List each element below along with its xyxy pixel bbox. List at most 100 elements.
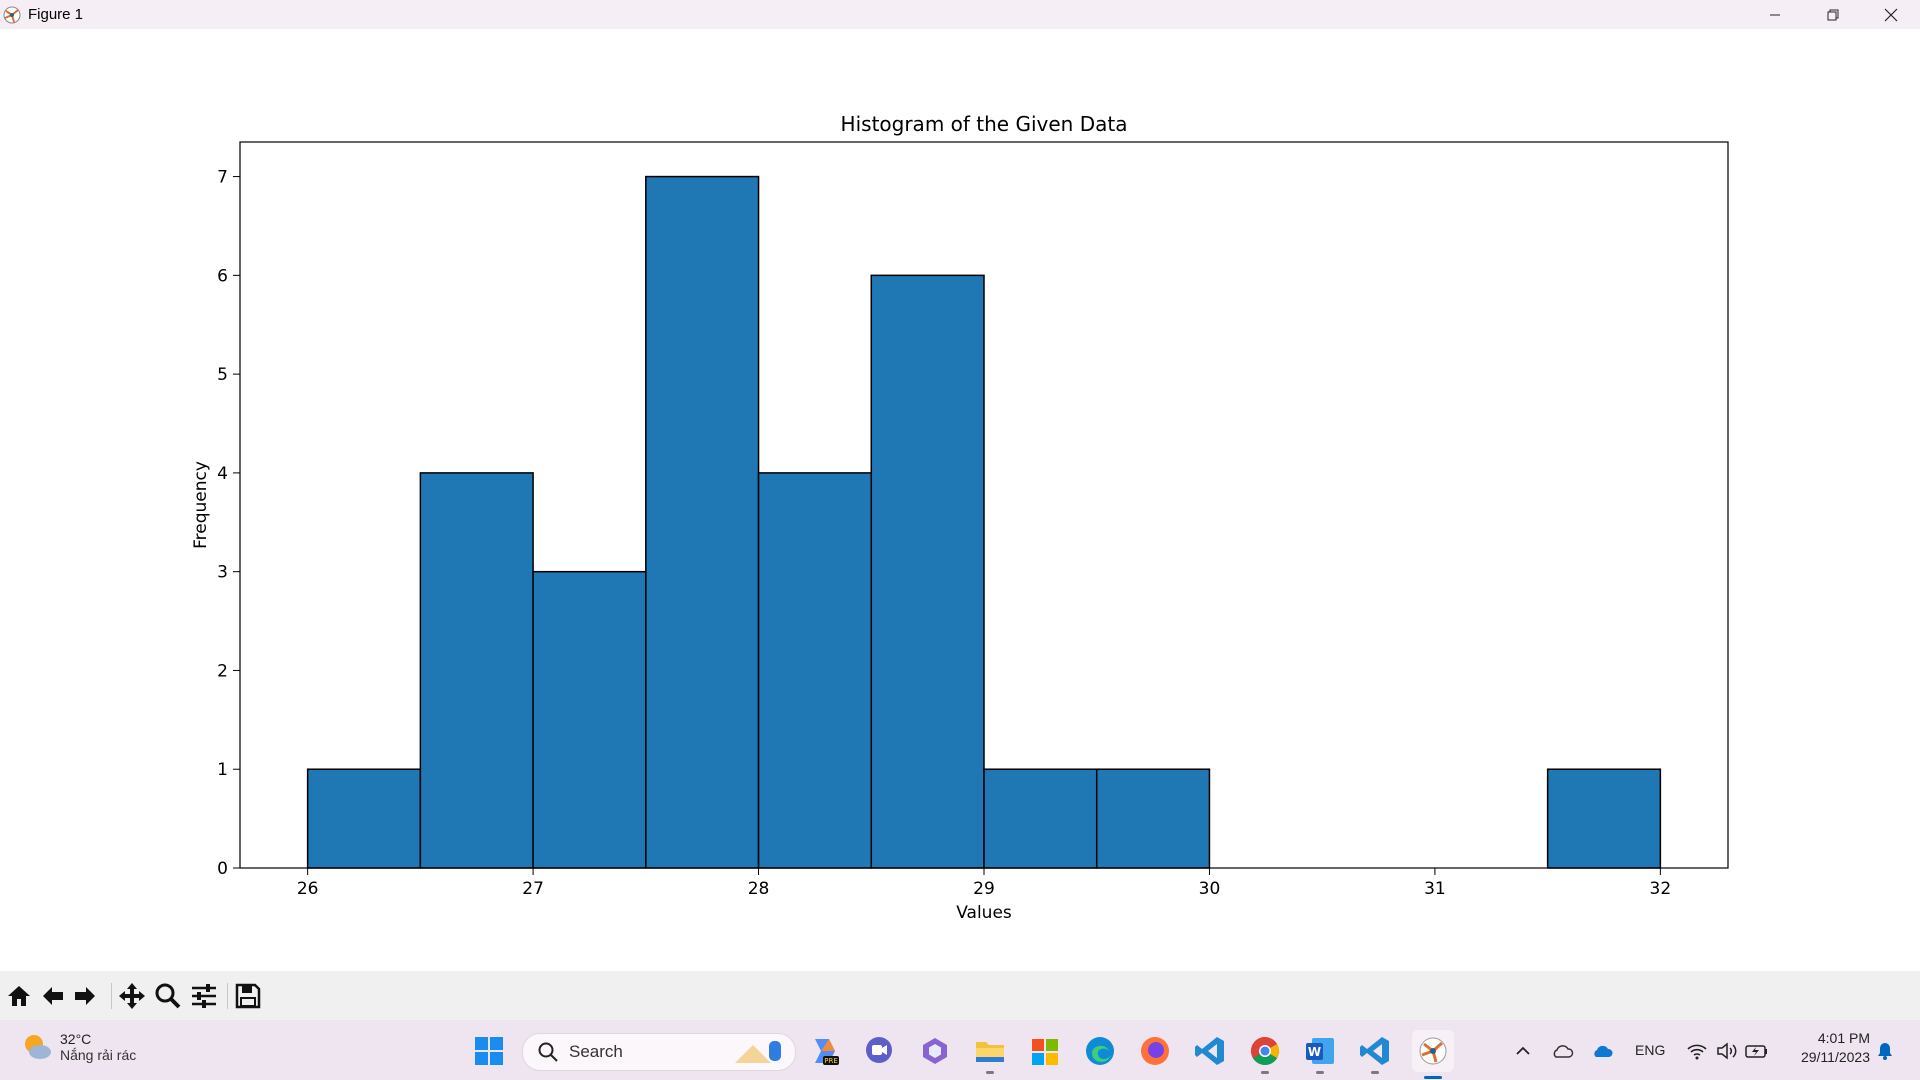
histogram-chart: 26 27 28 29 30 31 32 0 1 2 3 4 5 6 7 Histogram of the… bbox=[191, 112, 1729, 923]
taskbar-copilot-pre[interactable]: PRE bbox=[808, 1034, 842, 1068]
chrome-icon bbox=[1251, 1037, 1279, 1065]
histogram-bar bbox=[983, 768, 1098, 869]
pan-button[interactable] bbox=[117, 981, 147, 1011]
teams-chat-icon bbox=[866, 1037, 892, 1063]
clock-time: 4:01 PM bbox=[1817, 1030, 1870, 1046]
figure-canvas[interactable]: 26 27 28 29 30 31 32 0 1 2 3 4 5 6 7 Histogram of the… bbox=[0, 29, 1920, 971]
y-tick-label: 3 bbox=[217, 563, 228, 583]
y-tick-label: 6 bbox=[217, 266, 228, 286]
restore-icon bbox=[1827, 9, 1839, 20]
save-icon bbox=[235, 983, 261, 1009]
store-icon bbox=[1032, 1039, 1058, 1065]
x-tick-label: 32 bbox=[1650, 879, 1672, 899]
chart-title: Histogram of the Given Data bbox=[841, 112, 1128, 136]
tray-volume[interactable] bbox=[1710, 1034, 1744, 1068]
histogram-bar bbox=[645, 175, 760, 869]
svg-text:PRE: PRE bbox=[824, 1057, 838, 1065]
y-tick-label: 4 bbox=[217, 464, 228, 484]
running-indicator bbox=[1371, 1071, 1379, 1074]
zoom-button[interactable] bbox=[153, 981, 183, 1011]
x-axis-label: Values bbox=[956, 903, 1012, 923]
window-title: Figure 1 bbox=[28, 6, 84, 23]
running-indicator bbox=[986, 1071, 994, 1074]
histogram-bar bbox=[1546, 768, 1662, 869]
toolbar-separator bbox=[111, 983, 112, 1009]
x-tick-label: 29 bbox=[973, 879, 995, 899]
tray-battery[interactable] bbox=[1740, 1034, 1774, 1068]
running-indicator bbox=[1261, 1071, 1269, 1074]
y-tick-label: 2 bbox=[217, 661, 228, 681]
configure-subplots-button[interactable] bbox=[189, 981, 219, 1011]
language-indicator[interactable]: ENG bbox=[1635, 1042, 1666, 1058]
y-axis-label: Frequency bbox=[191, 461, 211, 549]
show-hidden-icons-button[interactable] bbox=[1506, 1034, 1540, 1068]
taskbar-firefox[interactable] bbox=[1138, 1034, 1172, 1068]
vscode-icon bbox=[1195, 1037, 1224, 1065]
zoom-icon bbox=[155, 983, 181, 1009]
histogram-bar bbox=[1095, 768, 1211, 869]
taskbar-word[interactable]: W bbox=[1303, 1034, 1337, 1074]
window-titlebar[interactable]: Figure 1 bbox=[0, 0, 1920, 29]
active-indicator bbox=[1424, 1076, 1442, 1079]
close-button[interactable] bbox=[1862, 0, 1920, 29]
word-icon: W bbox=[1306, 1038, 1334, 1064]
wifi-icon bbox=[1687, 1044, 1707, 1060]
copilot-icon bbox=[923, 1038, 947, 1064]
y-tick-label: 5 bbox=[217, 365, 228, 385]
forward-icon bbox=[75, 987, 95, 1005]
histogram-bar bbox=[306, 768, 422, 869]
taskbar-python-figure[interactable] bbox=[1412, 1030, 1454, 1079]
matplotlib-icon bbox=[1419, 1037, 1447, 1065]
weather-sun-cloud-icon bbox=[25, 1035, 51, 1059]
home-icon bbox=[8, 986, 30, 1006]
windows-logo-icon bbox=[475, 1037, 503, 1065]
tray-onedrive-personal[interactable] bbox=[1545, 1034, 1579, 1068]
search-label: Search bbox=[569, 1042, 623, 1061]
tray-onedrive[interactable] bbox=[1585, 1034, 1619, 1068]
taskbar-microsoft-store[interactable] bbox=[1028, 1034, 1062, 1068]
vscode-icon bbox=[1360, 1037, 1389, 1065]
histogram-bar bbox=[419, 472, 534, 869]
windows-taskbar: 32°C Nắng rải rác Search PRE W bbox=[0, 1020, 1920, 1080]
close-icon bbox=[1884, 8, 1898, 21]
taskbar-vscode-2[interactable] bbox=[1358, 1034, 1392, 1074]
matplotlib-app-icon bbox=[3, 6, 21, 23]
taskbar-chrome[interactable] bbox=[1248, 1034, 1282, 1074]
edge-icon bbox=[1086, 1037, 1114, 1065]
clock[interactable]: 4:01 PM 29/11/2023 bbox=[1780, 1030, 1870, 1065]
x-tick-label: 26 bbox=[297, 879, 319, 899]
chevron-up-icon bbox=[1516, 1046, 1530, 1055]
pan-icon bbox=[119, 983, 145, 1009]
y-tick-label: 7 bbox=[217, 168, 228, 188]
home-button[interactable] bbox=[4, 981, 34, 1011]
taskbar-file-explorer[interactable] bbox=[973, 1034, 1007, 1074]
svg-text:W: W bbox=[1308, 1045, 1321, 1059]
histogram-bar bbox=[757, 472, 873, 869]
cloud-outline-icon bbox=[1553, 1045, 1574, 1058]
start-button[interactable] bbox=[472, 1034, 506, 1068]
running-indicator bbox=[1316, 1071, 1324, 1074]
bell-icon bbox=[1878, 1043, 1892, 1060]
taskbar-copilot[interactable] bbox=[918, 1034, 952, 1068]
x-tick-label: 28 bbox=[748, 879, 770, 899]
minimize-icon bbox=[1770, 14, 1780, 15]
taskbar-search[interactable]: Search bbox=[522, 1033, 796, 1071]
tray-wifi[interactable] bbox=[1680, 1034, 1714, 1068]
restore-button[interactable] bbox=[1804, 0, 1862, 29]
taskbar-vscode[interactable] bbox=[1193, 1034, 1227, 1068]
y-tick-label: 1 bbox=[217, 760, 228, 780]
histogram-bar bbox=[870, 274, 985, 869]
taskbar-edge[interactable] bbox=[1083, 1034, 1117, 1068]
forward-button[interactable] bbox=[70, 981, 100, 1011]
x-tick-label: 27 bbox=[522, 879, 544, 899]
taskbar-teams-chat[interactable] bbox=[862, 1034, 896, 1068]
onedrive-cloud-icon bbox=[1594, 1045, 1613, 1057]
back-button[interactable] bbox=[38, 981, 68, 1011]
weather-temperature: 32°C bbox=[60, 1031, 92, 1047]
weather-widget[interactable]: 32°C Nắng rải rác bbox=[20, 1030, 136, 1064]
save-button[interactable] bbox=[233, 981, 263, 1011]
notifications-button[interactable] bbox=[1868, 1034, 1902, 1068]
minimize-button[interactable] bbox=[1746, 0, 1804, 29]
weather-condition: Nắng rải rác bbox=[60, 1047, 137, 1063]
search-highlight-icon bbox=[735, 1041, 781, 1063]
